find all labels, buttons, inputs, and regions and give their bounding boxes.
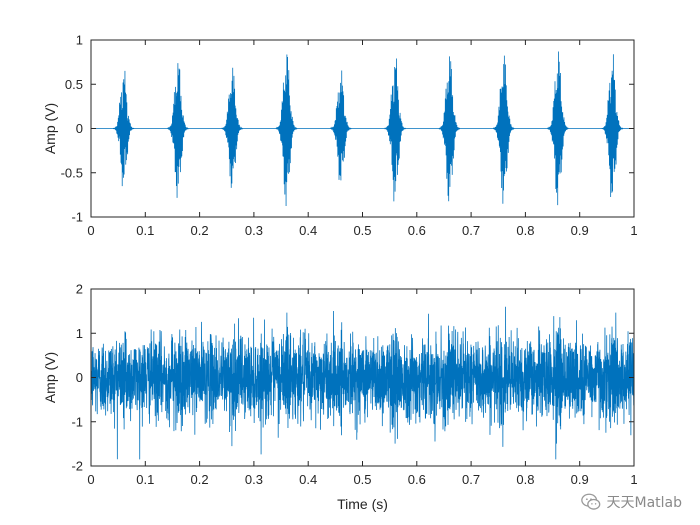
y-tick-label: -1 bbox=[71, 414, 83, 429]
y-tick-label: 0 bbox=[76, 121, 83, 136]
bottom-axes-ticks: 0 0.1 0.2 0.3 0.4 0.5 0.6 0.7 0.8 0.9 1 -2 -1 0 1 2 bbox=[71, 282, 637, 488]
y-tick-label: 1 bbox=[76, 326, 83, 341]
top-axes: 0 0.1 0.2 0.3 0.4 0.5 0.6 0.7 0.8 0.9 1 -1 -0.5 0 0.5 1… bbox=[42, 33, 638, 239]
x-tick-label: 0.8 bbox=[516, 472, 534, 487]
x-tick-label: 0.4 bbox=[299, 472, 317, 487]
x-tick-label: 0.9 bbox=[571, 472, 589, 487]
x-tick-label: 0.9 bbox=[571, 223, 589, 238]
top-y-axis-label: Amp (V) bbox=[42, 103, 58, 154]
bottom-axes: 0 0.1 0.2 0.3 0.4 0.5 0.6 0.7 0.8 0.9 1 -2 -1 0 1 2 Amp… bbox=[42, 282, 638, 513]
watermark: 天天Matlab bbox=[580, 491, 682, 513]
y-tick-label: 1 bbox=[76, 33, 83, 48]
x-tick-label: 0.2 bbox=[191, 472, 209, 487]
y-tick-label: -1 bbox=[71, 210, 83, 225]
x-tick-label: 0.1 bbox=[136, 472, 154, 487]
y-tick-label: 0.5 bbox=[65, 77, 83, 92]
x-tick-label: 0.5 bbox=[353, 472, 371, 487]
bottom-x-axis-label: Time (s) bbox=[337, 496, 388, 512]
x-tick-label: 0.7 bbox=[462, 223, 480, 238]
x-tick-label: 0.4 bbox=[299, 223, 317, 238]
x-tick-label: 0.6 bbox=[408, 472, 426, 487]
x-tick-label: 0.2 bbox=[191, 223, 209, 238]
x-tick-label: 0.5 bbox=[353, 223, 371, 238]
watermark-text: 天天Matlab bbox=[606, 495, 682, 511]
x-tick-label: 1 bbox=[630, 472, 637, 487]
x-tick-label: 0.6 bbox=[408, 223, 426, 238]
x-tick-label: 0.1 bbox=[136, 223, 154, 238]
bottom-signal-line bbox=[90, 306, 635, 460]
top-signal-line bbox=[91, 51, 634, 206]
x-tick-label: 0.8 bbox=[516, 223, 534, 238]
top-axes-ticks: 0 0.1 0.2 0.3 0.4 0.5 0.6 0.7 0.8 0.9 1 -1 -0.5 0 0.5 1 bbox=[61, 33, 638, 239]
y-tick-label: -2 bbox=[71, 459, 83, 474]
x-tick-label: 0 bbox=[87, 472, 94, 487]
bottom-y-axis-label: Amp (V) bbox=[42, 352, 58, 403]
y-tick-label: 0 bbox=[76, 370, 83, 385]
wechat-icon bbox=[581, 493, 601, 510]
x-tick-label: 0.3 bbox=[245, 472, 263, 487]
x-tick-label: 0.3 bbox=[245, 223, 263, 238]
y-tick-label: 2 bbox=[76, 282, 83, 297]
x-tick-label: 0.7 bbox=[462, 472, 480, 487]
x-tick-label: 0 bbox=[87, 223, 94, 238]
x-tick-label: 1 bbox=[630, 223, 637, 238]
y-tick-label: -0.5 bbox=[61, 165, 83, 180]
